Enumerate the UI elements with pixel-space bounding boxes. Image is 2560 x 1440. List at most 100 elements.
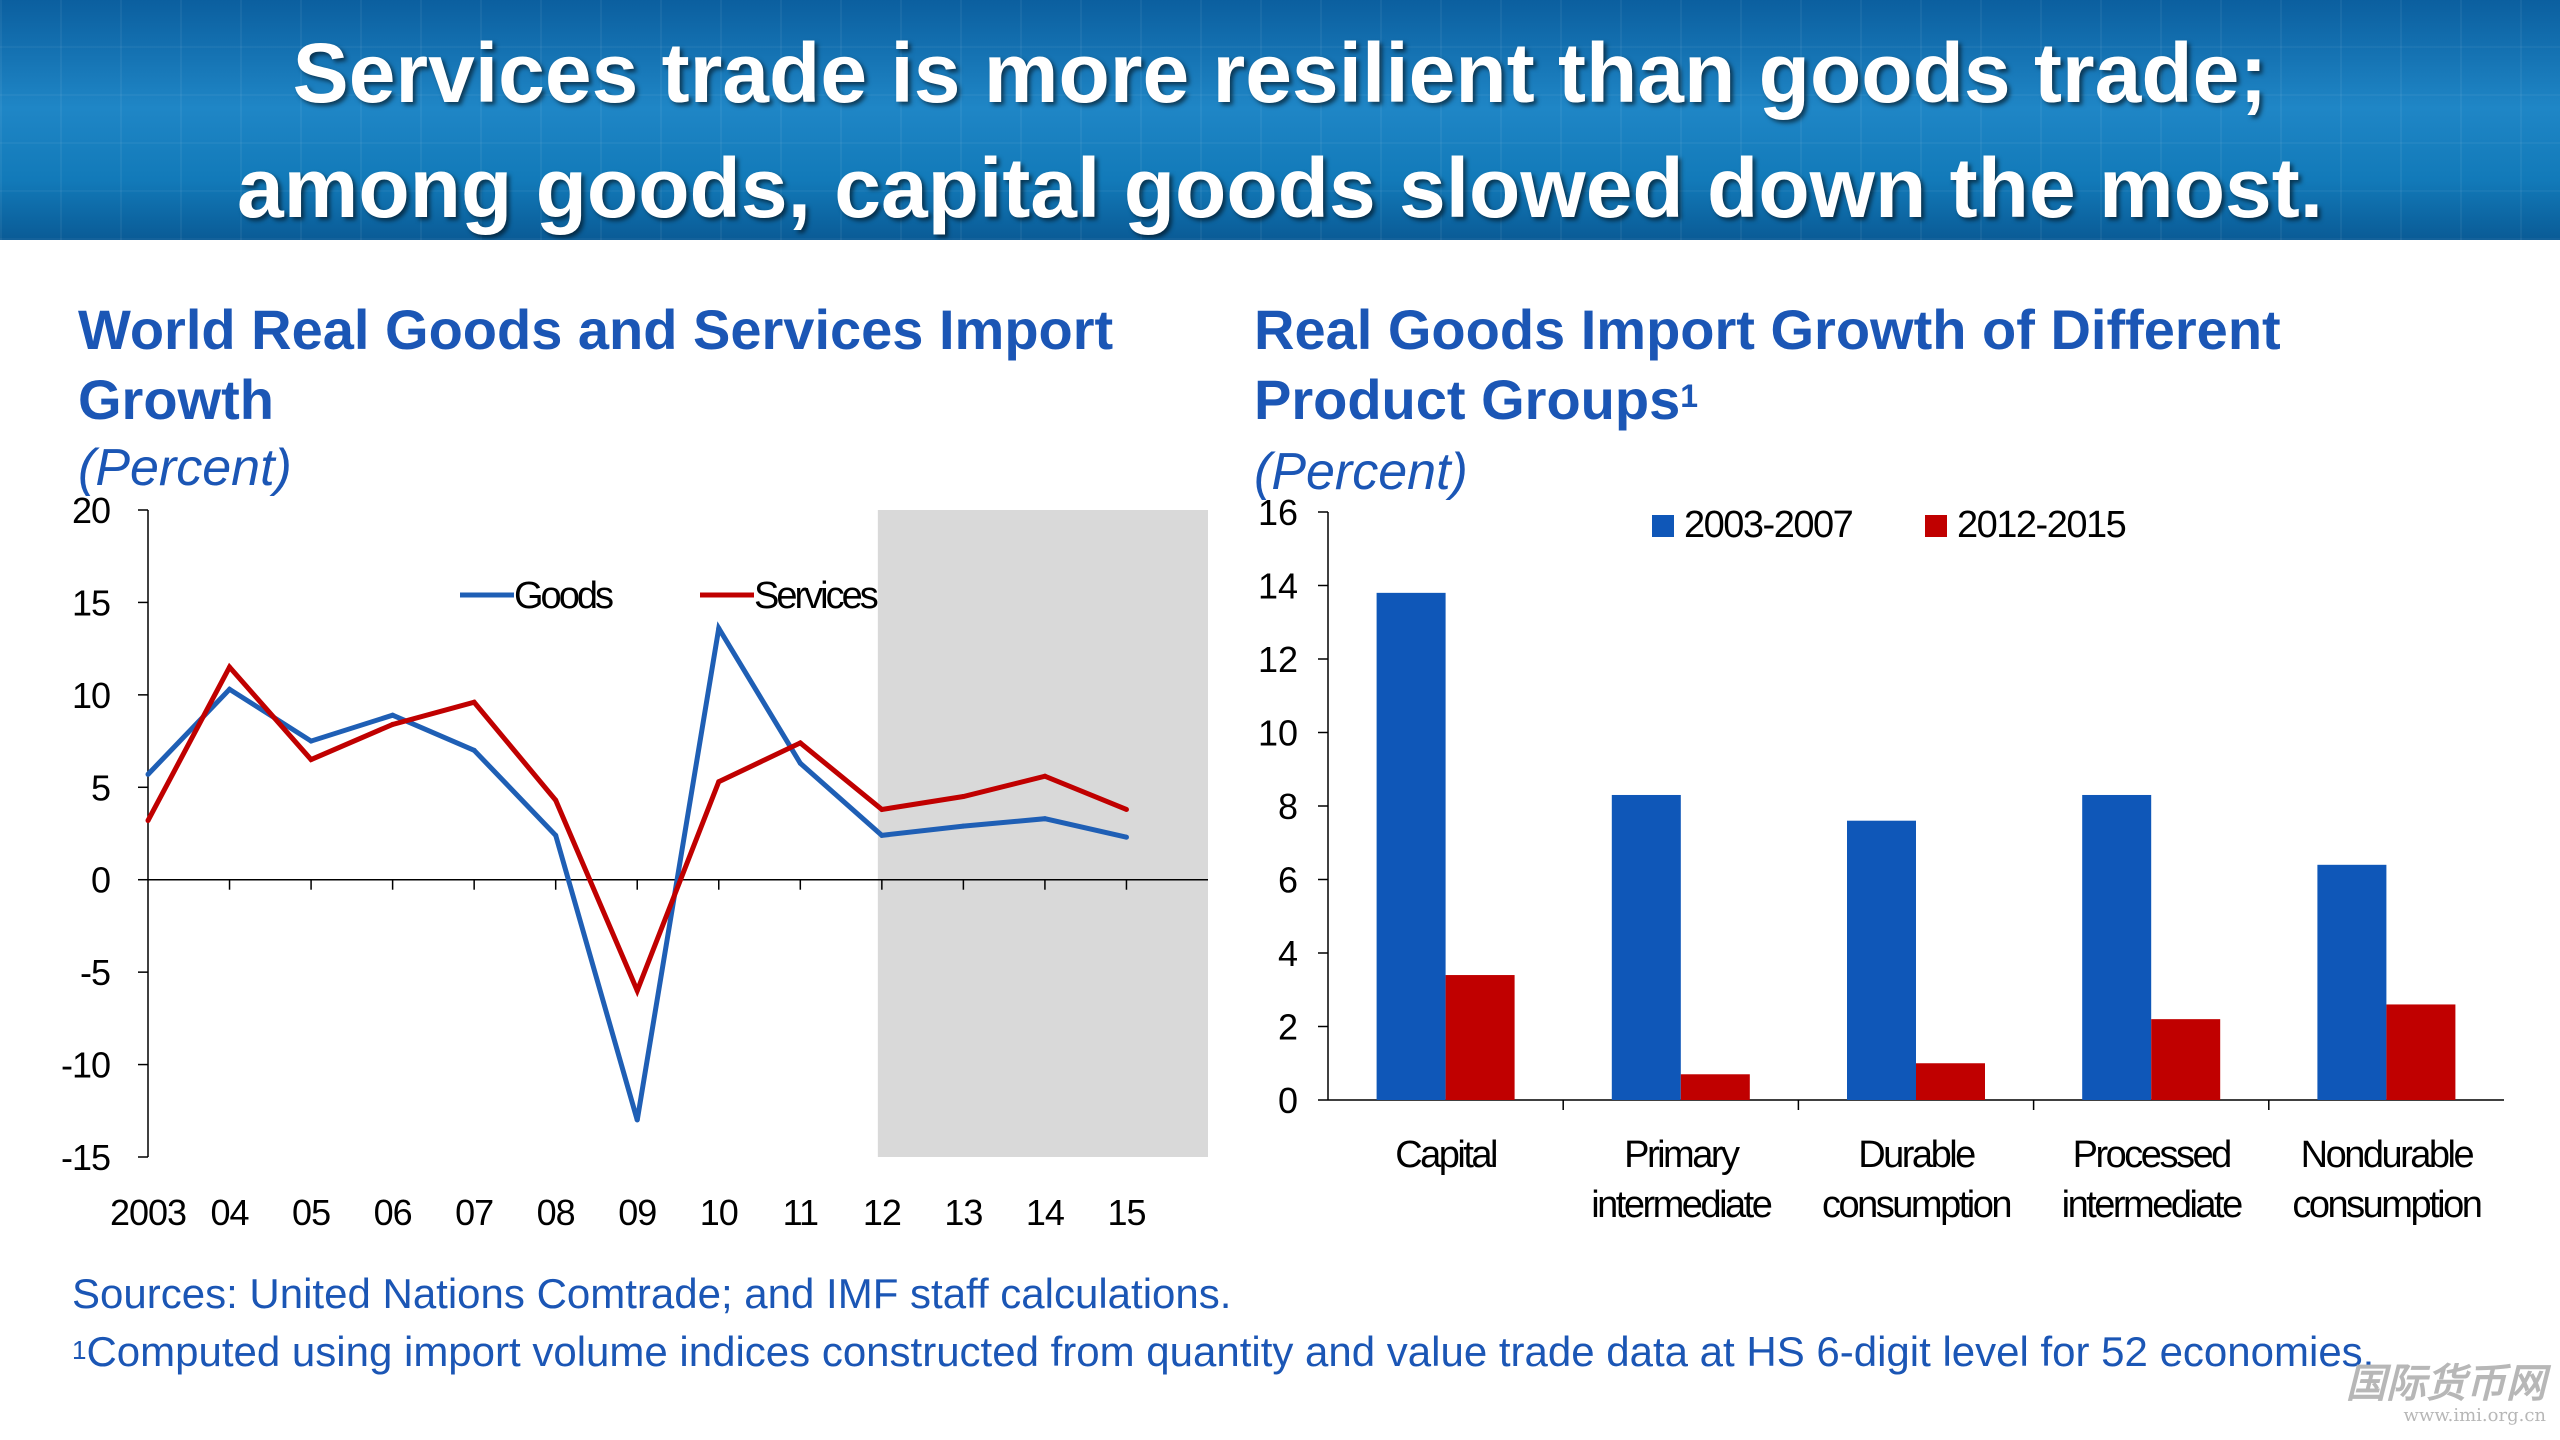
data-point-goods [471,747,477,753]
right-chart-title: Real Goods Import Growth of Different Pr… [1254,295,2281,435]
y-tick-label: 14 [1258,566,1298,607]
data-point-services [308,757,314,763]
category-label: consumption [1822,1184,2010,1226]
slide-title-line-1: Services trade is more resilient than go… [292,26,2268,120]
x-tick-label: 2003 [110,1192,186,1233]
y-tick-label: 2 [1278,1007,1298,1048]
banner-background-pattern [0,0,2560,240]
y-tick-label: 6 [1278,860,1298,901]
bar-2012-2015 [2151,1019,2221,1100]
footnote-1-text: Computed using import volume indices con… [86,1328,2375,1375]
x-tick-label: 04 [211,1192,249,1233]
x-tick-label: 14 [1026,1192,1064,1233]
data-point-services [471,699,477,705]
x-tick-label: 13 [944,1192,982,1233]
data-point-services [960,794,966,800]
bar-2012-2015 [2386,1004,2456,1100]
x-tick-label: 11 [783,1192,818,1233]
watermark-url: www.imi.org.cn [2403,1405,2546,1426]
x-tick-label: 10 [700,1192,738,1233]
bar-2003-2007 [1611,794,1681,1100]
y-tick-label: 16 [1258,492,1298,533]
data-point-goods [553,832,559,838]
data-point-goods [308,738,314,744]
data-point-services [390,721,396,727]
legend-label-goods: Goods [514,575,613,617]
data-point-services [716,779,722,785]
data-point-goods [1042,816,1048,822]
category-label: Capital [1395,1134,1496,1176]
data-point-goods [227,686,233,692]
left-chart-unit: (Percent) [78,439,292,497]
data-point-services [1042,773,1048,779]
data-point-goods [716,625,722,631]
right-chart-title-line-2: Product Groups1 [1254,365,2281,435]
bar-2003-2007 [2317,864,2387,1100]
product-groups-bar-chart: 16 14 12 10 8 6 4 2 0 Capital Primary intermediate D… [1258,492,2504,1226]
left-chart-title: World Real Goods and Services Import Gro… [78,295,1113,435]
y-tick-label: 0 [1278,1080,1298,1121]
category-label: Processed [2073,1134,2230,1176]
data-point-goods [797,760,803,766]
x-tick-label: 07 [455,1192,493,1233]
category-label: intermediate [2062,1184,2242,1226]
data-point-services [797,740,803,746]
footnote-1-marker: 1 [72,1335,87,1365]
bar-2012-2015 [1445,975,1515,1100]
right-chart-title-line-2-text: Product Groups [1254,368,1681,431]
y-tick-label: 12 [1258,639,1298,680]
legend-swatch-2012-2015 [1925,515,1947,537]
y-tick-label: 5 [91,767,110,808]
category-label: intermediate [1591,1184,1771,1226]
data-point-services [227,664,233,670]
bar-2012-2015 [1916,1063,1985,1100]
legend-label-services: Services [754,575,878,617]
data-point-goods [960,823,966,829]
legend-swatch-2003-2007 [1652,515,1674,537]
sources-note: Sources: United Nations Comtrade; and IM… [72,1270,1232,1317]
y-tick-label: 4 [1278,933,1298,974]
data-point-services [553,797,559,803]
bar-2003-2007 [1847,820,1916,1100]
forecast-shaded-region [877,510,1208,1157]
left-chart-title-line-2: Growth [78,368,274,431]
data-point-goods [634,1117,640,1123]
footnotes: Sources: United Nations Comtrade; and IM… [72,1265,2492,1381]
y-tick-label: -5 [80,952,110,993]
data-point-services [879,806,885,812]
x-tick-label: 12 [863,1192,901,1233]
category-label: consumption [2292,1184,2480,1226]
data-point-services [145,818,151,824]
y-tick-label: 20 [72,490,110,531]
right-chart-title-line-1: Real Goods Import Growth of Different [1254,298,2281,361]
y-tick-label: 15 [72,582,110,623]
legend-label-2012-2015: 2012-2015 [1957,504,2126,546]
data-point-goods [390,712,396,718]
bar-2003-2007 [1376,592,1446,1100]
footnote-1: 1Computed using import volume indices co… [72,1323,2492,1381]
y-tick-label: 10 [1258,713,1298,754]
y-tick-label: -10 [61,1045,110,1086]
x-tick-label: 08 [537,1192,575,1233]
x-tick-label: 15 [1107,1192,1145,1233]
data-point-goods [1123,834,1129,840]
category-label: Nondurable [2301,1134,2474,1176]
left-chart-title-line-1: World Real Goods and Services Import [78,298,1114,361]
data-point-services [1123,806,1129,812]
slide-title-line-2: among goods, capital goods slowed down t… [236,141,2324,235]
slide-title: Services trade is more resilient than go… [0,16,2560,240]
x-tick-label: 06 [374,1192,412,1233]
x-tick-label: 09 [618,1192,656,1233]
x-tick-label: 05 [292,1192,330,1233]
bar-2003-2007 [2082,794,2152,1100]
site-watermark: 国际货币网 www.imi.org.cn [2346,1362,2546,1426]
bar-2012-2015 [1680,1074,1750,1100]
category-label: Durable [1858,1134,1975,1176]
title-banner: Services trade is more resilient than go… [0,0,2560,240]
y-tick-label: 10 [72,675,110,716]
legend-label-2003-2007: 2003-2007 [1684,504,1853,546]
y-tick-label: 0 [91,860,110,901]
watermark-logo-text: 国际货币网 [2346,1360,2546,1407]
data-point-services [634,988,640,994]
data-point-goods [145,771,151,777]
